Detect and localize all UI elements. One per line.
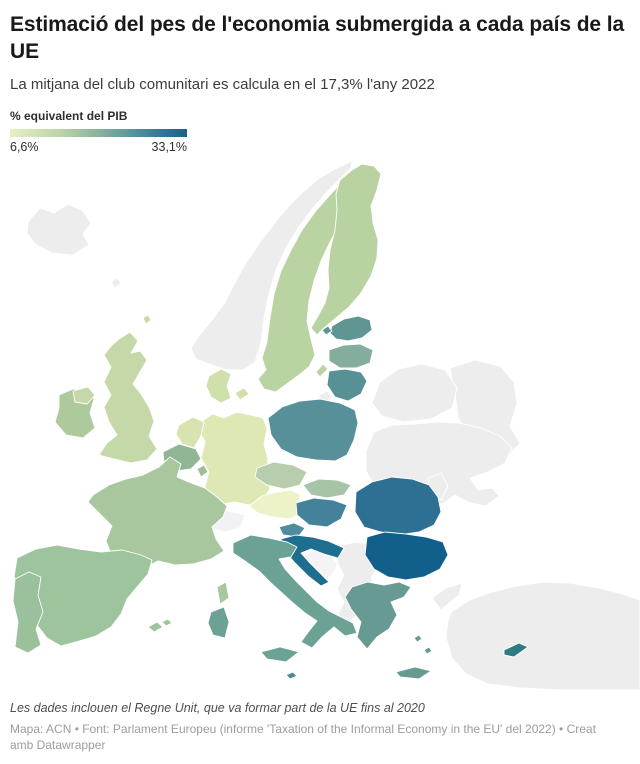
country-estonia[interactable] bbox=[329, 315, 373, 342]
country-czechia[interactable] bbox=[254, 461, 308, 490]
country-greece-crete[interactable] bbox=[395, 666, 432, 680]
country-italy-sicily[interactable] bbox=[260, 646, 300, 663]
country-spain-balearics-2[interactable] bbox=[161, 618, 173, 627]
chart-header: Estimació del pes de l'economia submergi… bbox=[0, 0, 640, 95]
country-latvia[interactable] bbox=[328, 343, 374, 369]
chart-title: Estimació del pes de l'economia submergi… bbox=[10, 13, 625, 63]
country-romania[interactable] bbox=[354, 476, 442, 536]
country-italy-sardinia[interactable] bbox=[207, 606, 230, 639]
country-france-corsica[interactable] bbox=[216, 581, 230, 605]
legend-ticks: 6,6% 33,1% bbox=[10, 140, 187, 154]
country-bulgaria[interactable] bbox=[364, 531, 449, 581]
country-spain-balearics[interactable] bbox=[147, 621, 164, 633]
country-belarus bbox=[371, 363, 458, 423]
country-hungary[interactable] bbox=[295, 497, 348, 528]
footer-note: Les dades inclouen el Regne Unit, que va… bbox=[10, 701, 425, 715]
country-united-kingdom[interactable] bbox=[98, 331, 158, 464]
country-greece[interactable] bbox=[344, 581, 412, 650]
country-lithuania[interactable] bbox=[326, 368, 368, 402]
chart-subtitle: La mitjana del club comunitari es calcul… bbox=[10, 76, 435, 94]
country-slovakia[interactable] bbox=[302, 478, 352, 499]
country-slovenia[interactable] bbox=[278, 522, 306, 538]
country-cyprus[interactable] bbox=[503, 642, 529, 658]
country-turkey bbox=[445, 581, 640, 691]
europe-choropleth-map bbox=[0, 158, 640, 698]
country-portugal[interactable] bbox=[12, 571, 44, 654]
country-luxembourg[interactable] bbox=[196, 464, 209, 478]
chart-footer: Les dades inclouen el Regne Unit, que va… bbox=[10, 700, 630, 754]
country-sweden[interactable] bbox=[257, 171, 359, 393]
country-finland[interactable] bbox=[310, 163, 382, 336]
country-uk-shetland[interactable] bbox=[142, 314, 152, 325]
country-netherlands[interactable] bbox=[175, 416, 205, 449]
country-sweden-gotland[interactable] bbox=[315, 363, 329, 378]
country-uk-northern-ireland[interactable] bbox=[72, 386, 96, 405]
country-estonia-island[interactable] bbox=[321, 325, 333, 336]
country-poland[interactable] bbox=[267, 398, 359, 462]
country-iceland bbox=[26, 203, 92, 256]
color-legend: % equivalent del PIB 6,6% 33,1% bbox=[0, 95, 640, 154]
country-denmark[interactable] bbox=[205, 368, 232, 404]
legend-max-label: 33,1% bbox=[151, 139, 187, 154]
country-faroe bbox=[110, 277, 122, 289]
country-denmark-zealand[interactable] bbox=[234, 387, 250, 401]
country-turkey-thrace bbox=[431, 582, 463, 611]
country-greece-island-1[interactable] bbox=[413, 634, 423, 643]
country-greece-island-2[interactable] bbox=[423, 646, 433, 655]
country-norway bbox=[190, 160, 353, 371]
legend-title: % equivalent del PIB bbox=[10, 108, 128, 123]
country-malta[interactable] bbox=[285, 671, 298, 680]
legend-min-label: 6,6% bbox=[10, 139, 39, 154]
map-svg bbox=[12, 160, 640, 691]
legend-gradient-bar bbox=[10, 128, 187, 137]
country-france[interactable] bbox=[87, 456, 228, 570]
footer-attribution: Mapa: ACN • Font: Parlament Europeu (inf… bbox=[10, 722, 596, 753]
country-italy[interactable] bbox=[232, 534, 358, 649]
